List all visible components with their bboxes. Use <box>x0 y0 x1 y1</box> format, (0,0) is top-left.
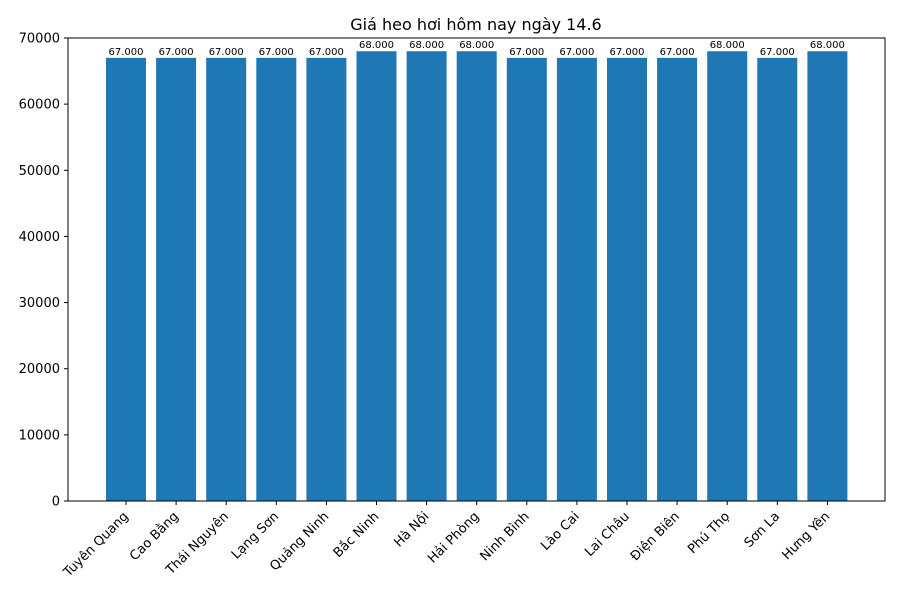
bar <box>807 51 848 501</box>
x-tick-label: Điện Biên <box>628 509 683 564</box>
x-tick-label: Lào Cai <box>538 509 583 554</box>
plot-frame <box>67 37 886 502</box>
bar-data-label: 68.000 <box>459 40 494 51</box>
bar-data-label: 68.000 <box>810 40 845 51</box>
y-tick-label: 10000 <box>19 428 60 443</box>
bar-data-label: 67.000 <box>610 47 645 58</box>
y-axis: 0 10000 20000 30000 40000 50000 60000 70000 <box>19 32 68 510</box>
bar <box>757 57 798 501</box>
x-tick-label: Hưng Yên <box>779 509 833 563</box>
y-tick-label: 20000 <box>19 362 60 377</box>
bar-data-label: 67.000 <box>259 47 294 58</box>
bar <box>206 57 247 501</box>
bar <box>456 51 497 501</box>
bar-data-label: 68.000 <box>710 40 745 51</box>
x-tick-label: Sơn La <box>742 509 784 551</box>
y-tick-label: 70000 <box>19 32 60 47</box>
bar-data-label: 67.000 <box>309 47 344 58</box>
y-tick-label: 50000 <box>19 164 60 179</box>
bar-data-label: 67.000 <box>209 47 244 58</box>
bar-labels-group: 67.000 67.000 67.000 67.000 67.000 68.000 68.0… <box>109 40 845 58</box>
x-tick-label: Lai Châu <box>582 509 633 560</box>
bar-data-label: 67.000 <box>760 47 795 58</box>
bar <box>106 57 146 501</box>
bar <box>306 57 347 501</box>
y-tick-label: 0 <box>52 495 60 510</box>
bar <box>156 57 197 501</box>
bar-data-label: 67.000 <box>559 47 594 58</box>
y-tick-label: 40000 <box>19 230 60 245</box>
bar <box>707 51 748 501</box>
bar <box>556 57 597 501</box>
bar <box>607 57 647 501</box>
x-tick-label: Lạng Sơn <box>229 509 282 562</box>
bar <box>657 57 698 501</box>
y-tick-label: 30000 <box>19 296 60 311</box>
bar-data-label: 67.000 <box>660 47 695 58</box>
bar <box>256 57 297 501</box>
x-tick-label: Bắc Ninh <box>331 509 383 561</box>
x-tick-label: Hải Phòng <box>425 509 482 566</box>
x-tick-label: Phú Thọ <box>685 509 733 557</box>
bar-data-label: 67.000 <box>509 47 544 58</box>
bar-data-label: 68.000 <box>359 40 394 51</box>
y-tick-label: 60000 <box>19 98 60 113</box>
bar-data-label: 67.000 <box>159 47 194 58</box>
chart-title: Giá heo hơi hôm nay ngày 14.6 <box>350 15 601 34</box>
bar <box>406 51 447 501</box>
bar <box>356 51 397 501</box>
bars-group <box>106 51 848 501</box>
bar-data-label: 67.000 <box>109 47 144 58</box>
bar-data-label: 68.000 <box>409 40 444 51</box>
x-tick-label: Ninh Bình <box>477 509 532 564</box>
x-tick-label: Hà Nội <box>391 509 432 550</box>
x-tick-label: Tuyên Quang <box>60 509 132 581</box>
bar <box>506 57 547 501</box>
